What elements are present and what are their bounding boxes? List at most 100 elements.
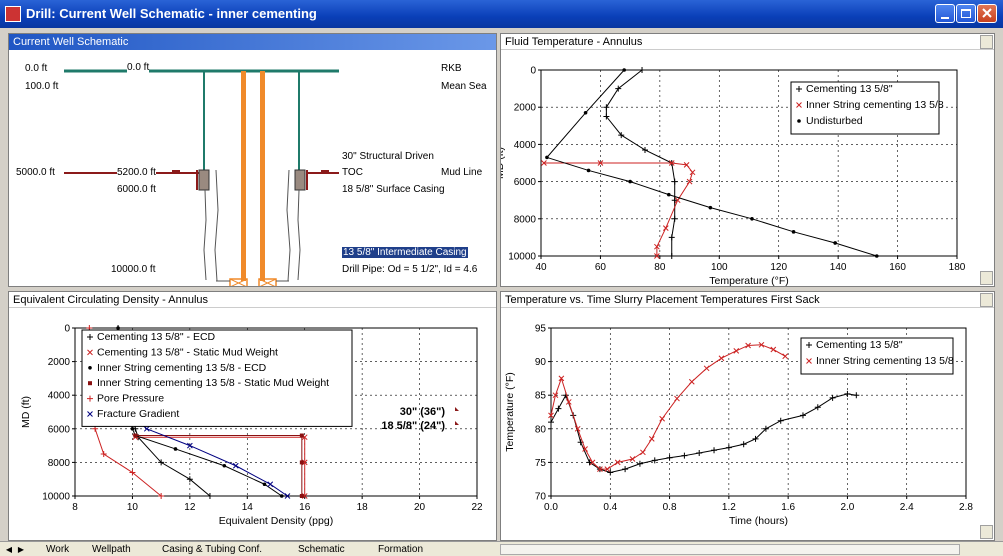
data-point (799, 412, 806, 419)
series-3 (133, 433, 304, 498)
data-point (87, 395, 93, 402)
horizontal-scrollbar[interactable] (500, 544, 960, 555)
annotation-label: 18 5/8" (24") (381, 420, 445, 432)
scroll-down-button[interactable] (980, 525, 993, 539)
data-point (654, 253, 660, 259)
sheet-tab-bar: ◀ ▶ Work Wellpath Casing & Tubing Conf. … (0, 541, 1003, 556)
data-point (232, 462, 239, 469)
data-point (752, 435, 759, 442)
tab-work[interactable]: Work (46, 544, 70, 555)
schematic-pane[interactable]: Current Well Schematic 0.0 ft 100.0 ft 5… (8, 33, 497, 287)
scroll-up-button[interactable] (980, 293, 993, 307)
data-point (603, 113, 610, 120)
data-point (628, 179, 632, 184)
data-point (668, 234, 675, 241)
tab-schematic[interactable]: Schematic (298, 544, 345, 555)
data-point (574, 425, 581, 432)
y-tick-label: 4000 (48, 391, 71, 402)
y-tick-label: 6000 (48, 424, 71, 435)
data-point (187, 442, 193, 449)
data-point (671, 197, 678, 204)
data-point (87, 349, 93, 356)
selected-casing-label[interactable]: 13 5/8" Intermediate Casing (342, 247, 468, 258)
depth-label: 6000.0 ft (117, 184, 156, 195)
temperature-time-pane[interactable]: Temperature vs. Time Slurry Placement Te… (500, 291, 995, 541)
legend-entry: Fracture Gradient (97, 408, 179, 420)
well-schematic[interactable] (9, 50, 496, 286)
data-point (844, 390, 851, 397)
minimize-button[interactable] (935, 4, 955, 23)
data-point (555, 405, 562, 412)
data-point (686, 178, 693, 185)
data-point (603, 104, 610, 111)
fluid-temperature-pane-title: Fluid Temperature - Annulus (501, 34, 994, 50)
data-point (541, 160, 547, 166)
scroll-up-button[interactable] (980, 35, 993, 49)
y-tick-label: 95 (535, 324, 547, 335)
y-tick-label: 8000 (514, 214, 537, 225)
fluid-temperature-pane[interactable]: Fluid Temperature - Annulus 40 60 80 100 120… (500, 33, 995, 287)
data-point (674, 197, 681, 204)
maximize-button[interactable] (956, 4, 976, 23)
tab-prev-icon[interactable]: ▶ (17, 545, 25, 554)
data-point (548, 412, 554, 419)
y-tick-label: 0 (64, 324, 70, 335)
tab-first-icon[interactable]: ◀ (5, 545, 13, 554)
y-tick-label: 2000 (48, 357, 71, 368)
series-1 (548, 341, 789, 472)
x-tick-label: 20 (414, 502, 426, 513)
data-point (284, 493, 291, 499)
x-tick-label: 22 (471, 502, 483, 513)
data-point (806, 358, 812, 364)
series-1 (541, 160, 696, 259)
series-2 (545, 68, 879, 258)
data-point (745, 342, 751, 349)
legend: Cementing 13 5/8" Inner String cementing … (800, 337, 954, 375)
fluid-temperature-chart[interactable]: 40 60 80 100 120 140 160 180 0 2000 4000 6000 8000 10… (501, 50, 979, 287)
y-tick-label: 75 (535, 458, 547, 469)
series-2 (116, 326, 284, 498)
data-point (806, 342, 812, 348)
legend-entry: Cementing 13 5/8" - Static Mud Weight (97, 346, 278, 358)
app-icon[interactable] (5, 6, 21, 22)
x-tick-label: 180 (949, 262, 966, 273)
component-label: Mud Line (441, 167, 483, 178)
y-axis-label: Temperature (°F) (504, 372, 516, 451)
data-point (622, 68, 626, 72)
legend-entry: Cementing 13 5/8" (816, 339, 903, 351)
tab-wellpath[interactable]: Wellpath (92, 544, 131, 555)
plot-frame (540, 69, 958, 257)
x-tick-label: 40 (535, 262, 547, 273)
y-tick-label: 90 (535, 357, 547, 368)
data-point (88, 381, 92, 386)
data-point (604, 466, 611, 472)
depth-label: 0.0 ft (25, 63, 48, 74)
ecd-pane-title: Equivalent Circulating Density - Annulus (9, 292, 496, 308)
y-tick-label: 6000 (514, 177, 537, 188)
x-tick-label: 100 (711, 262, 728, 273)
series-1 (132, 434, 308, 499)
close-button[interactable] (977, 4, 997, 23)
scroll-down-button[interactable] (980, 271, 993, 285)
ecd-chart[interactable]: 8 10 12 14 16 18 20 22 0 2000 4000 6000 8000 10000 Equ… (9, 308, 496, 540)
ecd-pane[interactable]: Equivalent Circulating Density - Annulus… (8, 291, 497, 541)
data-point (796, 86, 802, 92)
data-point (814, 404, 821, 411)
tab-casing-tubing[interactable]: Casing & Tubing Conf. (162, 544, 263, 555)
y-tick-label: 70 (535, 492, 547, 503)
data-point (662, 225, 669, 231)
y-axis-label: MD (ft) (501, 147, 506, 179)
tab-formation[interactable]: Formation (378, 544, 424, 555)
y-tick-label: 8000 (48, 458, 71, 469)
y-tick-label: 2000 (514, 103, 537, 114)
temperature-time-chart[interactable]: 0.0 0.4 0.8 1.2 1.6 2.0 2.4 2.8 70 75 80 85 90 95 Time… (501, 308, 979, 540)
data-point (833, 241, 837, 245)
data-point (130, 427, 135, 431)
data-point (299, 494, 304, 498)
legend-entry: Undisturbed (806, 115, 863, 127)
schematic-pane-title: Current Well Schematic (9, 34, 496, 50)
data-point (733, 347, 740, 354)
depth-label: 10000.0 ft (111, 264, 156, 275)
casing-shoe-marker (455, 407, 459, 411)
legend-entry: Inner String cementing 13 5/8 (816, 355, 954, 367)
